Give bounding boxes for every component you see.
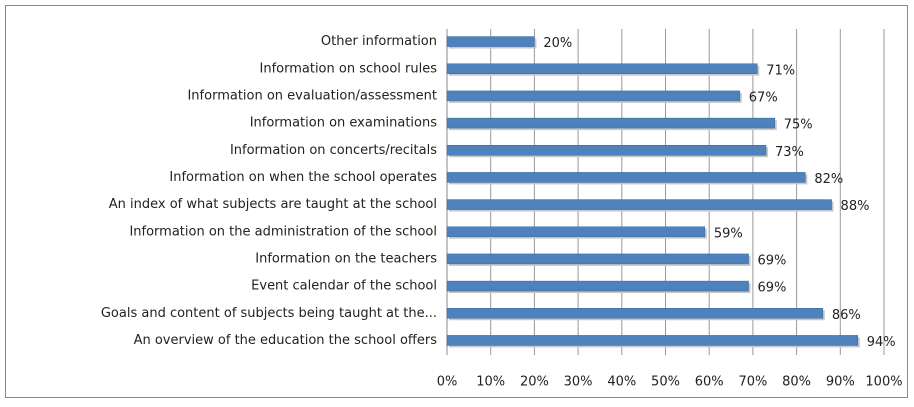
- data-label: 73%: [775, 145, 804, 160]
- data-label: 69%: [758, 281, 787, 296]
- bar: [446, 145, 767, 156]
- bar: [446, 172, 806, 183]
- bar: [446, 199, 832, 210]
- x-tick-label: 70%: [738, 375, 767, 390]
- x-tick-label: 40%: [607, 375, 636, 390]
- x-tick-label: 10%: [476, 375, 505, 390]
- x-tick-label: 50%: [651, 375, 680, 390]
- data-label: 59%: [714, 226, 743, 241]
- x-tick-label: 90%: [826, 375, 855, 390]
- bar: [446, 90, 741, 102]
- data-label: 69%: [758, 253, 787, 268]
- data-label: 94%: [867, 335, 896, 350]
- y-tick-label: Information on concerts/recitals: [230, 143, 437, 158]
- bar: [446, 335, 859, 346]
- data-label: 67%: [749, 90, 778, 105]
- y-tick-label: Information on evaluation/assessment: [187, 88, 437, 103]
- y-tick-label: Information on when the school operates: [169, 170, 437, 185]
- x-tick-label: 60%: [695, 375, 724, 390]
- data-label: 86%: [832, 308, 861, 323]
- x-tick-label: 30%: [564, 375, 593, 390]
- bar: [446, 117, 775, 129]
- y-tick-label: Information on the administration of the…: [129, 224, 437, 239]
- data-label: 75%: [784, 118, 813, 133]
- y-tick-label: Information on the teachers: [255, 251, 437, 266]
- bar: [446, 308, 824, 319]
- x-tick-label: 80%: [782, 375, 811, 390]
- bar: [446, 63, 758, 74]
- data-label: 71%: [766, 63, 795, 78]
- x-tick-label: 20%: [520, 375, 549, 390]
- y-tick-label: Information on examinations: [250, 116, 438, 131]
- bar: [446, 280, 749, 292]
- bar: [446, 226, 706, 237]
- data-label: 82%: [814, 172, 843, 187]
- data-label: 88%: [841, 199, 870, 214]
- y-tick-label: Event calendar of the school: [251, 279, 437, 294]
- y-tick-label: Goals and content of subjects being taug…: [101, 306, 437, 321]
- x-tick-label: 0%: [437, 375, 458, 390]
- y-tick-label: Information on school rules: [260, 61, 438, 76]
- bar: [446, 253, 749, 265]
- y-tick-label: An overview of the education the school …: [134, 333, 438, 348]
- x-tick-label: 100%: [865, 375, 902, 390]
- bar: [446, 36, 535, 47]
- y-tick-label: An index of what subjects are taught at …: [109, 197, 437, 212]
- y-tick-label: Other information: [321, 34, 437, 49]
- data-label: 20%: [543, 36, 572, 51]
